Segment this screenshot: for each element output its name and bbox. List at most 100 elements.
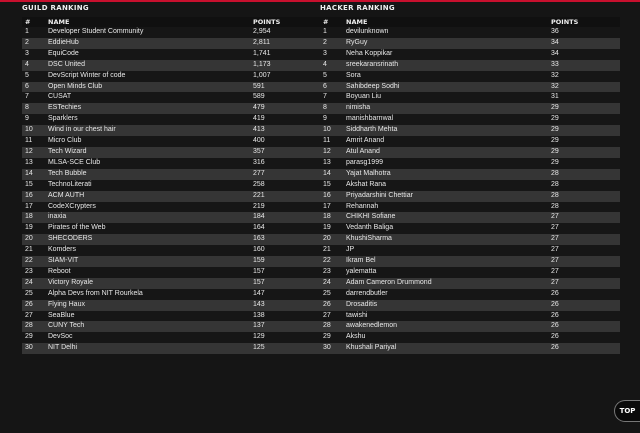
- table-row: 10 Siddharth Mehta 29: [320, 125, 620, 137]
- points-cell: 29: [548, 146, 620, 158]
- rank-cell: 28: [22, 321, 45, 333]
- name-cell: SIAM-VIT: [45, 256, 250, 267]
- scroll-to-top-button[interactable]: TOP: [614, 400, 640, 422]
- name-cell: CodeXCrypters: [45, 201, 250, 213]
- rank-cell: 12: [320, 146, 343, 158]
- rank-header: #: [320, 17, 343, 27]
- points-cell: 26: [548, 310, 620, 322]
- table-row: 27 tawishi 26: [320, 310, 620, 322]
- points-cell: 2,954: [250, 27, 322, 38]
- rank-cell: 2: [320, 37, 343, 49]
- name-cell: ACM AUTH: [45, 190, 250, 202]
- points-cell: 26: [548, 288, 620, 300]
- points-cell: 125: [250, 343, 322, 355]
- rank-cell: 26: [320, 299, 343, 311]
- table-row: 22 Ikram Bel 27: [320, 256, 620, 267]
- points-cell: 413: [250, 125, 322, 137]
- points-cell: 357: [250, 146, 322, 158]
- rank-cell: 1: [320, 27, 343, 38]
- table-row: 11 Amrit Anand 29: [320, 136, 620, 147]
- table-row: 1 Developer Student Community 2,954: [22, 27, 322, 38]
- hacker-ranking-table: # NAME POINTS 1 devilunknown 36 2 RyGuy 34 3 Ne…: [320, 17, 620, 355]
- rank-cell: 18: [320, 212, 343, 224]
- rank-cell: 7: [22, 92, 45, 104]
- table-row: 18 inaxia 184: [22, 212, 322, 224]
- name-cell: Yajat Malhotra: [343, 168, 548, 180]
- points-cell: 32: [548, 81, 620, 93]
- name-cell: Boyuan Liu: [343, 92, 548, 104]
- name-cell: EquiCode: [45, 48, 250, 60]
- points-cell: 36: [548, 27, 620, 38]
- table-row: 29 DevSoc 129: [22, 332, 322, 344]
- points-cell: 28: [548, 168, 620, 180]
- points-cell: 29: [548, 157, 620, 169]
- table-row: 19 Vedanth Baliga 27: [320, 223, 620, 235]
- name-cell: Tech Bubble: [45, 168, 250, 180]
- name-cell: Amrit Anand: [343, 136, 548, 147]
- points-cell: 26: [548, 332, 620, 344]
- points-cell: 129: [250, 332, 322, 344]
- rank-cell: 3: [320, 48, 343, 60]
- guild-ranking-title: GUILD RANKING: [22, 4, 89, 12]
- name-cell: DevSoc: [45, 332, 250, 344]
- name-cell: KhushiSharma: [343, 234, 548, 246]
- name-cell: Drosaditis: [343, 299, 548, 311]
- table-row: 9 Sparklers 419: [22, 114, 322, 126]
- rank-cell: 30: [22, 343, 45, 355]
- name-cell: devilunknown: [343, 27, 548, 38]
- name-cell: Micro Club: [45, 136, 250, 147]
- points-cell: 159: [250, 256, 322, 267]
- rank-cell: 10: [22, 125, 45, 137]
- name-cell: inaxia: [45, 212, 250, 224]
- hacker-ranking-rows: 1 devilunknown 36 2 RyGuy 34 3 Neha Koppikar 34 4…: [320, 27, 620, 355]
- table-row: 19 Pirates of the Web 164: [22, 223, 322, 235]
- table-row: 12 Atul Anand 29: [320, 146, 620, 158]
- rank-cell: 18: [22, 212, 45, 224]
- rank-cell: 25: [22, 288, 45, 300]
- name-cell: Komders: [45, 245, 250, 257]
- rank-cell: 24: [320, 277, 343, 289]
- name-cell: NIT Delhi: [45, 343, 250, 355]
- points-cell: 138: [250, 310, 322, 322]
- rank-cell: 22: [320, 256, 343, 267]
- table-row: 23 Reboot 157: [22, 266, 322, 278]
- rank-cell: 23: [320, 266, 343, 278]
- name-cell: sreekaransrinath: [343, 59, 548, 71]
- table-row: 26 Flying Haux 143: [22, 299, 322, 311]
- points-cell: 31: [548, 92, 620, 104]
- name-cell: parasg1999: [343, 157, 548, 169]
- name-cell: Atul Anand: [343, 146, 548, 158]
- rank-cell: 19: [22, 223, 45, 235]
- name-cell: Rehannah: [343, 201, 548, 213]
- name-cell: yalematta: [343, 266, 548, 278]
- table-row: 30 Khushali Pariyal 26: [320, 343, 620, 355]
- rank-cell: 6: [320, 81, 343, 93]
- rank-cell: 16: [320, 190, 343, 202]
- name-cell: manishbarnwal: [343, 114, 548, 126]
- rank-cell: 1: [22, 27, 45, 38]
- rank-cell: 19: [320, 223, 343, 235]
- rank-cell: 11: [22, 136, 45, 147]
- rank-cell: 4: [22, 59, 45, 71]
- points-cell: 29: [548, 125, 620, 137]
- points-cell: 27: [548, 266, 620, 278]
- rank-cell: 10: [320, 125, 343, 137]
- points-cell: 33: [548, 59, 620, 71]
- rank-cell: 16: [22, 190, 45, 202]
- rank-cell: 5: [320, 70, 343, 82]
- table-row: 3 Neha Koppikar 34: [320, 48, 620, 60]
- rank-cell: 14: [22, 168, 45, 180]
- table-row: 17 CodeXCrypters 219: [22, 201, 322, 213]
- name-cell: TechnoLiterati: [45, 179, 250, 191]
- rank-cell: 13: [320, 157, 343, 169]
- table-header-row: # NAME POINTS: [22, 17, 322, 27]
- table-row: 15 Akshat Rana 28: [320, 179, 620, 191]
- name-cell: nimisha: [343, 103, 548, 115]
- rank-cell: 21: [22, 245, 45, 257]
- name-cell: CUNY Tech: [45, 321, 250, 333]
- name-cell: Tech Wizard: [45, 146, 250, 158]
- table-row: 20 SHECODERS 163: [22, 234, 322, 246]
- points-cell: 419: [250, 114, 322, 126]
- name-cell: Pirates of the Web: [45, 223, 250, 235]
- table-row: 29 Akshu 26: [320, 332, 620, 344]
